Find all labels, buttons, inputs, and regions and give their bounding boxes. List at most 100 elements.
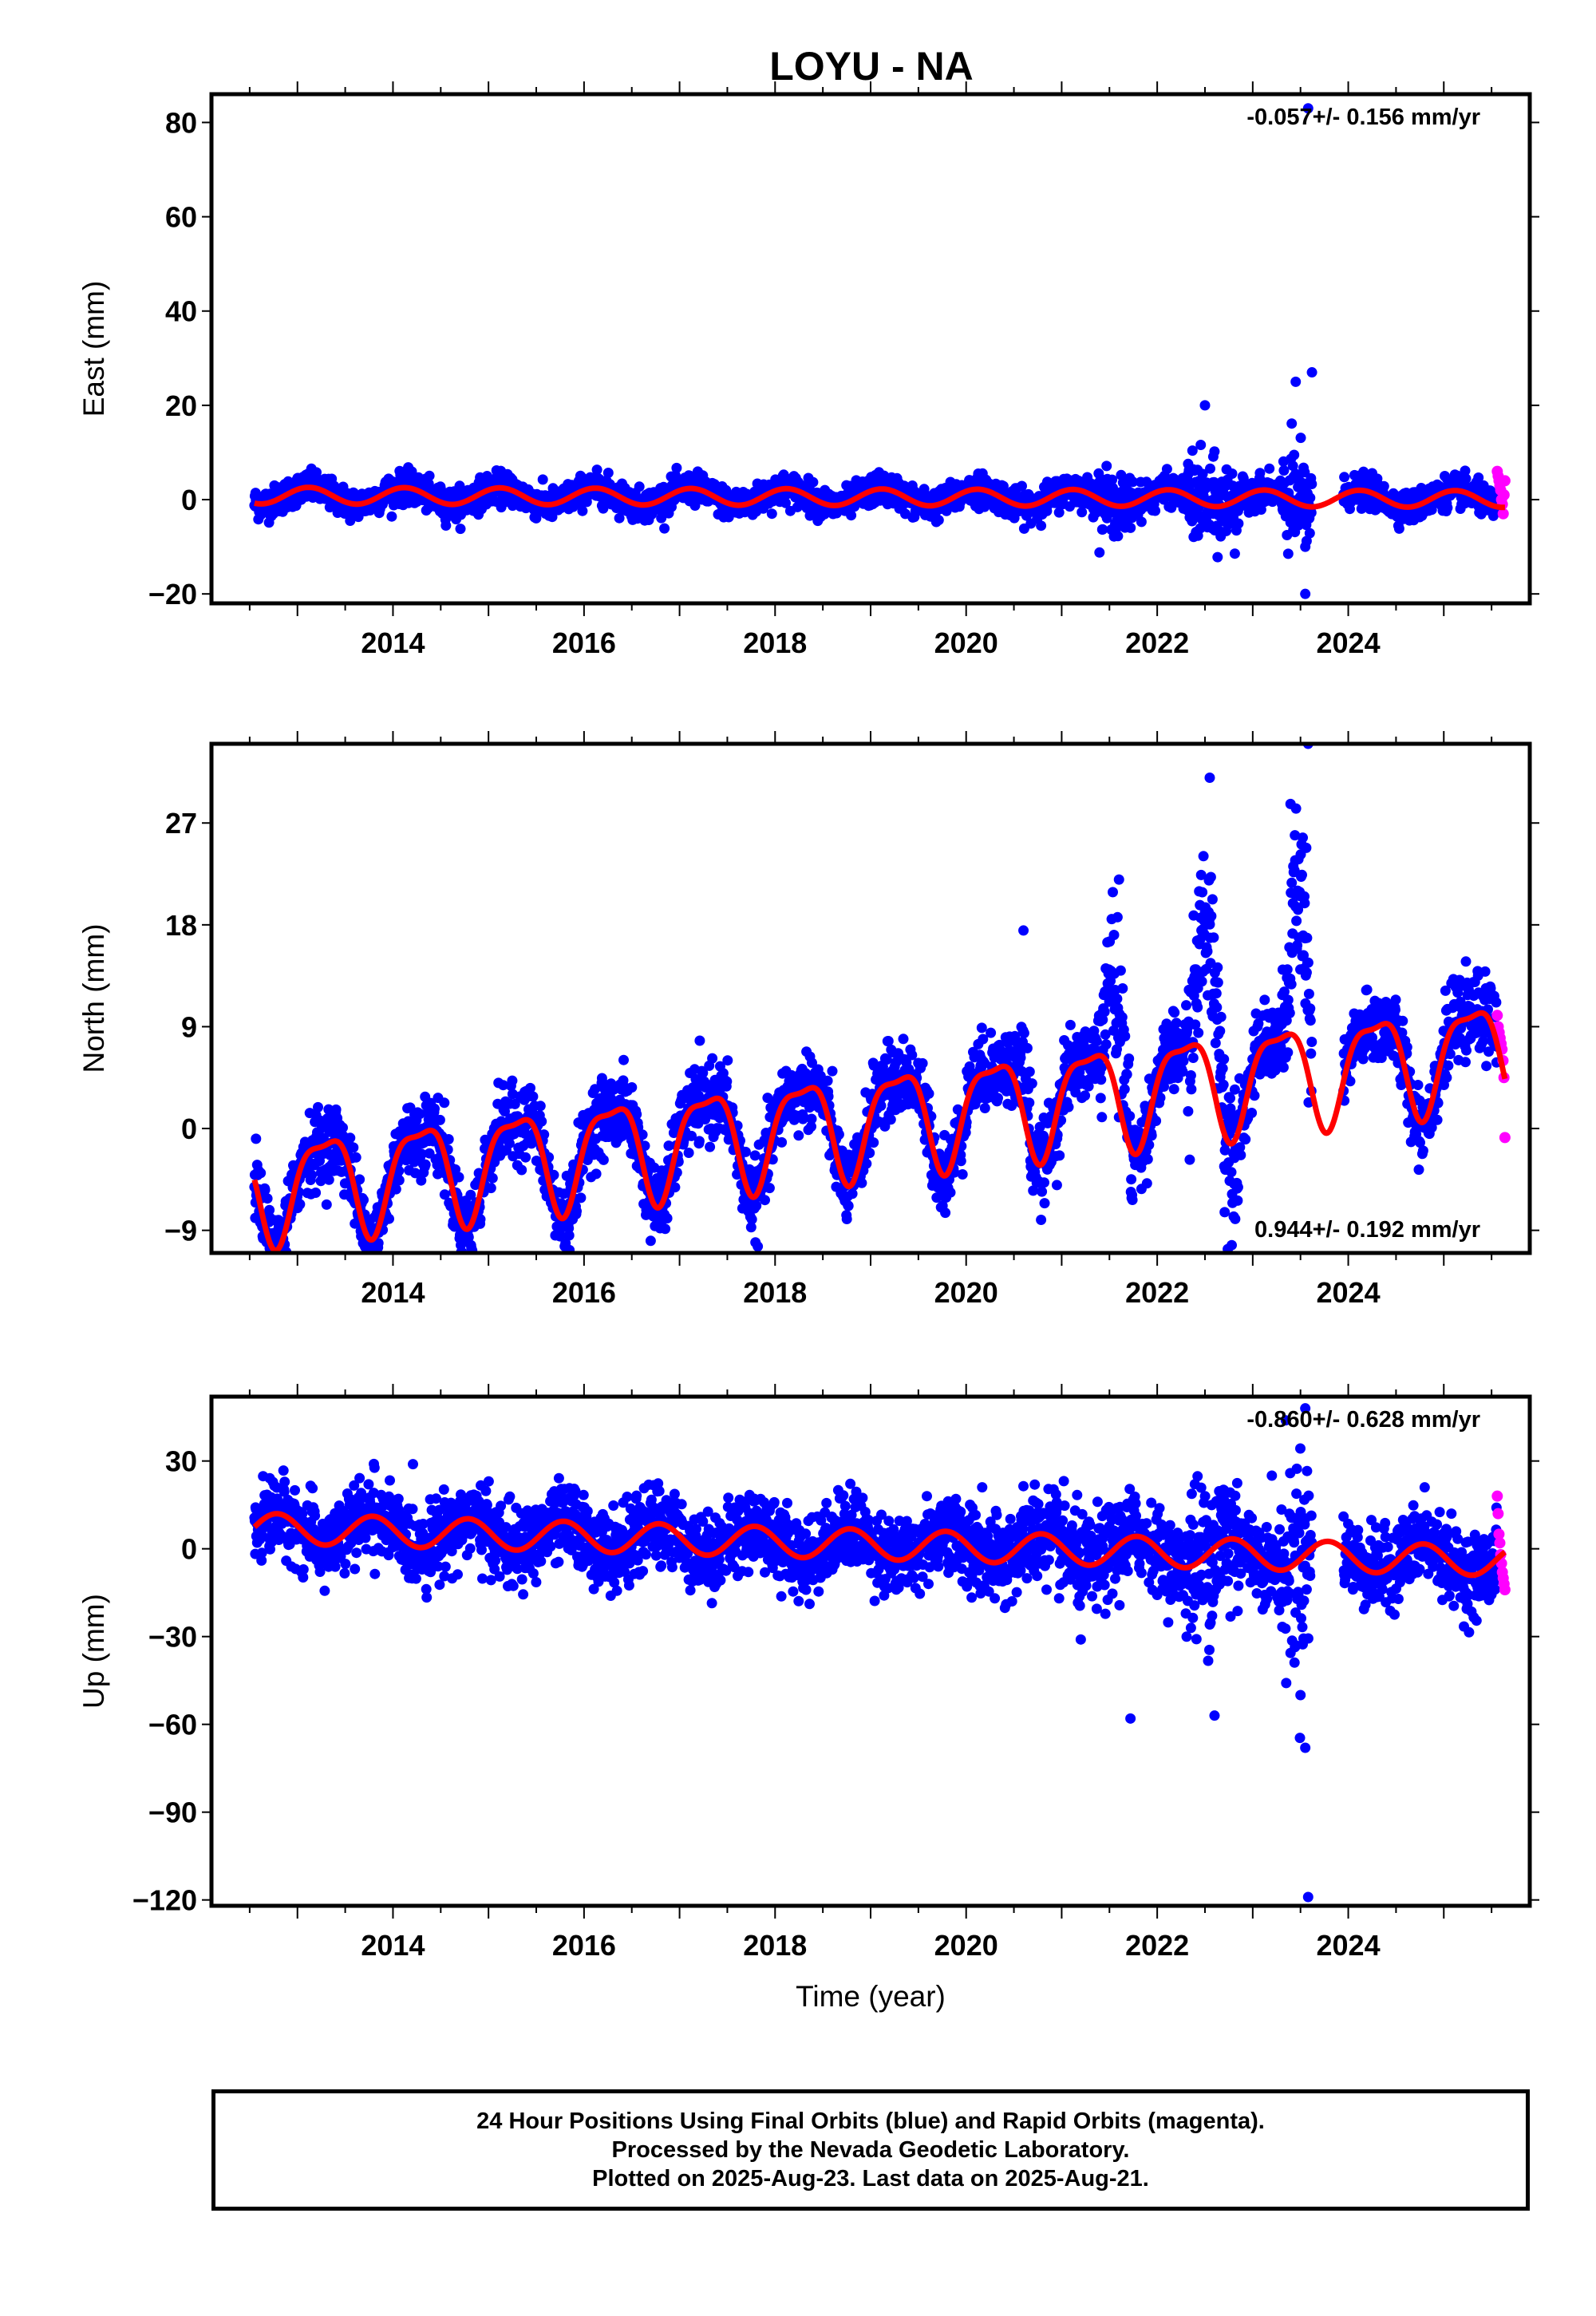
final-orbit-point <box>322 1199 332 1210</box>
final-orbit-point <box>313 1102 323 1113</box>
final-orbit-point <box>1339 472 1349 482</box>
final-orbit-point <box>626 1082 637 1093</box>
y-tick-label: 9 <box>181 1010 197 1043</box>
final-orbit-point <box>1233 519 1243 529</box>
final-orbit-point <box>261 1260 271 1271</box>
final-orbit-point <box>1289 450 1299 460</box>
final-orbit-point <box>577 506 587 516</box>
final-orbit-point <box>365 1264 376 1275</box>
x-tick-label: 2014 <box>361 626 425 659</box>
final-orbit-point <box>1305 492 1315 503</box>
final-orbit-point <box>662 1213 673 1223</box>
final-orbit-point <box>671 463 681 473</box>
x-tick-label: 2022 <box>1125 1276 1189 1309</box>
final-orbit-point <box>564 1231 575 1241</box>
final-orbit-point <box>266 1273 276 1283</box>
final-orbit-point <box>276 1259 286 1270</box>
final-orbit-point <box>538 474 548 484</box>
x-tick-label: 2020 <box>934 626 998 659</box>
final-orbit-point <box>536 1117 547 1127</box>
final-orbit-point <box>603 468 614 478</box>
final-orbit-point <box>255 1168 266 1178</box>
final-orbit-point <box>425 471 435 481</box>
final-orbit-point <box>1305 528 1315 539</box>
final-orbit-point <box>753 1241 763 1251</box>
final-orbit-point <box>886 1114 896 1124</box>
final-orbit-point <box>294 1199 305 1210</box>
final-orbit-point <box>1300 589 1310 599</box>
final-orbit-point <box>1109 523 1120 533</box>
final-orbit-point <box>924 1089 934 1099</box>
final-orbit-point <box>1227 468 1238 479</box>
final-orbit-point <box>348 1142 358 1152</box>
y-tick-label: 40 <box>165 295 197 328</box>
final-orbit-point <box>808 477 818 488</box>
final-orbit-point <box>828 1066 838 1077</box>
final-orbit-point <box>486 1183 496 1193</box>
final-orbit-point <box>454 1172 464 1183</box>
final-orbit-point <box>843 1201 854 1211</box>
velocity-annotation: -0.057+/- 0.156 mm/yr <box>1246 105 1480 130</box>
final-orbit-point <box>1162 464 1172 474</box>
final-orbit-point <box>793 1130 804 1140</box>
final-orbit-point <box>750 1150 760 1160</box>
final-orbit-point <box>1212 552 1223 563</box>
final-orbit-point <box>776 1137 787 1148</box>
final-orbit-point <box>366 1259 377 1269</box>
final-orbit-point <box>842 1214 852 1224</box>
final-orbit-point <box>271 1255 282 1265</box>
final-orbit-point <box>694 1036 705 1046</box>
final-orbit-point <box>868 1137 879 1148</box>
final-orbit-point <box>1394 524 1404 534</box>
data-layer <box>249 103 1510 599</box>
final-orbit-point <box>461 1254 472 1264</box>
x-tick-label: 2018 <box>743 626 807 659</box>
final-orbit-point <box>444 1134 454 1144</box>
final-orbit-point <box>1205 464 1215 474</box>
final-orbit-point <box>421 1160 431 1170</box>
final-orbit-point <box>363 1265 373 1275</box>
final-orbit-point <box>345 1132 355 1143</box>
final-orbit-point <box>516 1165 527 1176</box>
final-orbit-point <box>1286 418 1297 429</box>
plot-frame <box>211 94 1530 603</box>
final-orbit-point <box>1209 446 1219 456</box>
final-orbit-point <box>351 1152 361 1163</box>
final-orbit-point <box>435 1115 445 1125</box>
final-orbit-point <box>659 524 670 534</box>
final-orbit-point <box>367 1255 377 1266</box>
x-tick-label: 2018 <box>743 1276 807 1309</box>
final-orbit-point <box>767 508 777 519</box>
final-orbit-point <box>856 1178 867 1188</box>
final-orbit-point <box>1230 548 1240 559</box>
final-orbit-point <box>918 1058 928 1069</box>
final-orbit-point <box>1195 440 1206 450</box>
final-orbit-point <box>274 1258 284 1268</box>
final-orbit-point <box>618 1055 629 1065</box>
panel-east: −200204060802014 2016 2018 2020 2022 2024East… <box>77 81 1539 659</box>
final-orbit-point <box>391 1184 401 1195</box>
y-tick-label: −20 <box>148 578 197 611</box>
final-orbit-point <box>251 1133 261 1144</box>
final-orbit-point <box>1264 464 1274 474</box>
final-orbit-point <box>429 1104 440 1114</box>
y-tick-label: −9 <box>164 1215 197 1247</box>
x-tick-label: 2016 <box>552 626 616 659</box>
final-orbit-point <box>1300 542 1310 552</box>
final-orbit-point <box>684 1148 694 1158</box>
rapid-orbit-point <box>1499 489 1510 500</box>
final-orbit-point <box>1306 479 1317 489</box>
final-orbit-point <box>1199 400 1210 410</box>
final-orbit-point <box>364 1265 374 1275</box>
x-tick-label: 2022 <box>1125 626 1189 659</box>
final-orbit-point <box>527 1092 538 1102</box>
final-orbit-point <box>440 520 451 531</box>
final-orbit-point <box>1278 465 1289 476</box>
final-orbit-point <box>764 1183 775 1193</box>
final-orbit-point <box>864 1148 875 1158</box>
final-orbit-point <box>259 1259 269 1270</box>
final-orbit-point <box>646 1235 656 1246</box>
final-orbit-point <box>273 1291 283 1302</box>
final-orbit-point <box>760 1195 770 1205</box>
